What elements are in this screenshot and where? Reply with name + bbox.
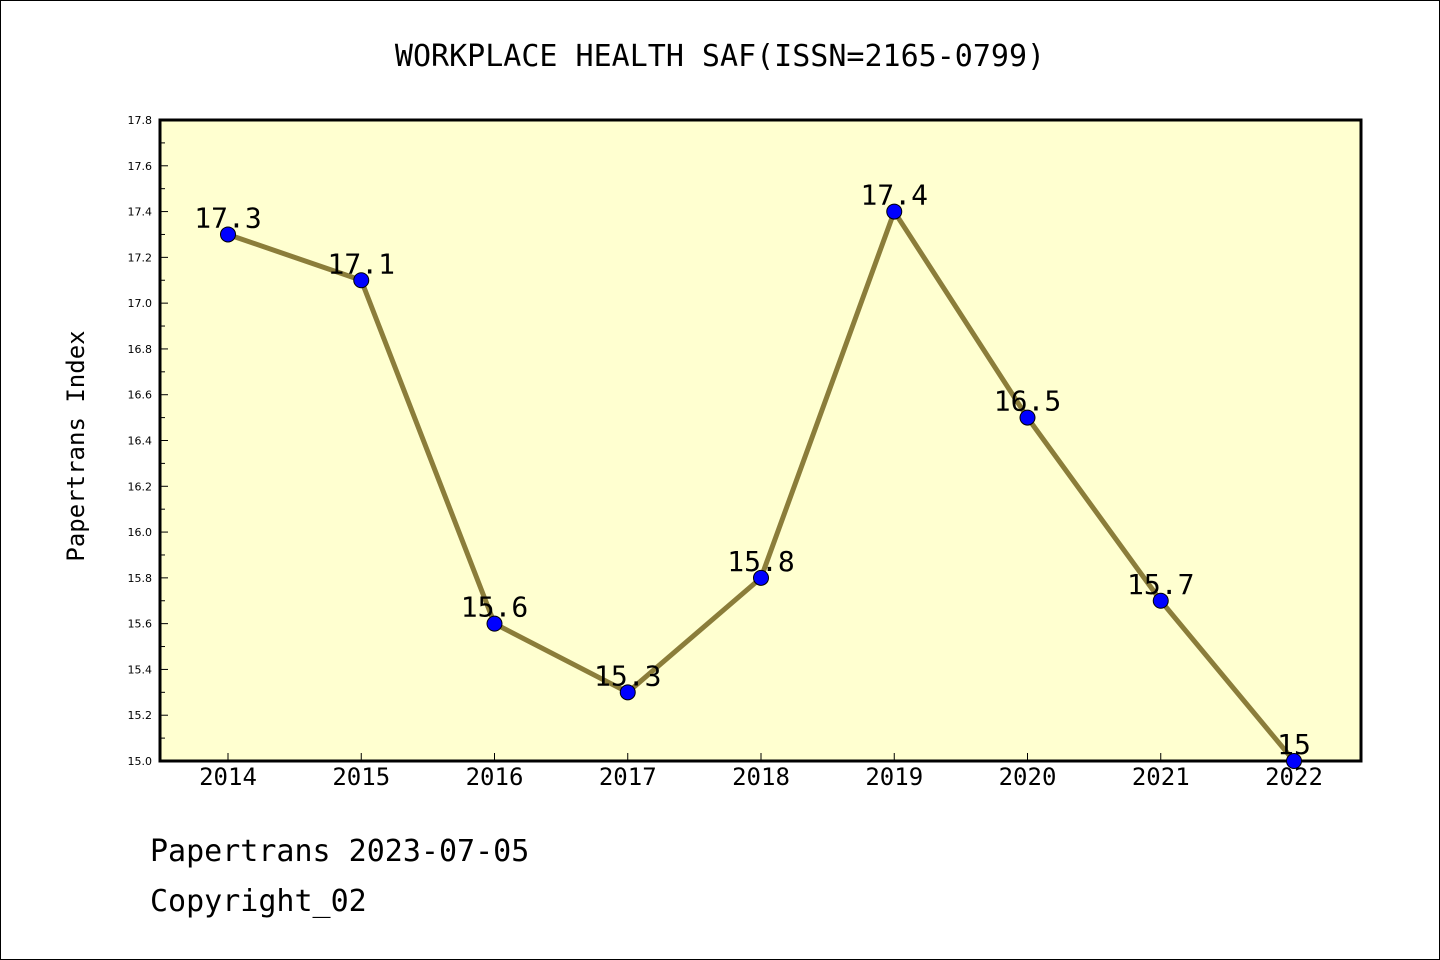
x-tick-label: 2021 (1132, 763, 1190, 791)
chart-title: WORKPLACE HEALTH SAF(ISSN=2165-0799) (395, 39, 1045, 74)
y-tick-label: 15.6 (128, 618, 153, 631)
x-tick-label: 2015 (332, 763, 390, 791)
x-axis: 2014 2015 2016 2017 2018 2019 2020 2021 2022 (199, 753, 1323, 791)
data-label: 15.7 (1127, 568, 1194, 601)
x-tick-label: 2019 (865, 763, 923, 791)
y-tick-label: 15.8 (128, 572, 153, 585)
x-tick-label: 2014 (199, 763, 257, 791)
y-tick-label: 16.6 (128, 389, 153, 402)
plot-area (158, 118, 1363, 763)
x-tick-label: 2018 (732, 763, 790, 791)
data-label: 15.8 (727, 545, 794, 578)
data-point (1286, 753, 1302, 769)
data-label: 17.4 (861, 179, 928, 212)
series-line-group: 17.3 17.1 15.6 15.3 15.8 17.4 16.5 15.7 15 (194, 179, 1311, 769)
data-label: 15.6 (461, 591, 528, 624)
footer-copyright: Copyright_02 (150, 884, 367, 919)
data-point (619, 684, 636, 701)
y-axis: 15.0 15.2 15.4 15.6 15.8 16.0 16.2 16.4 16.6 16.8… (128, 114, 168, 768)
data-label: 16.5 (994, 385, 1061, 418)
y-tick-label: 17.4 (128, 206, 153, 219)
y-tick-label: 15.0 (128, 755, 153, 768)
data-point (886, 203, 903, 220)
x-tick-label: 2020 (999, 763, 1057, 791)
data-point (220, 226, 236, 243)
data-label: 17.3 (194, 201, 261, 234)
data-point (1152, 592, 1169, 609)
data-point (486, 615, 503, 632)
y-tick-label: 17.2 (128, 251, 153, 264)
x-tick-label: 2016 (466, 763, 524, 791)
data-point (1019, 409, 1036, 426)
data-point (353, 272, 370, 289)
y-tick-label: 16.4 (128, 435, 153, 448)
y-tick-label: 17.8 (128, 114, 153, 127)
y-tick-label: 16.2 (128, 480, 153, 493)
y-tick-label: 17.6 (128, 160, 153, 173)
y-tick-label: 15.4 (128, 663, 153, 676)
data-label: 17.1 (328, 247, 395, 280)
y-tick-label: 15.2 (128, 709, 153, 722)
footer-date: Papertrans 2023-07-05 (150, 834, 530, 869)
data-point (753, 569, 769, 586)
y-axis-label: Papertrans Index (62, 330, 90, 561)
y-tick-label: 16.0 (128, 526, 153, 539)
data-label: 15 (1277, 728, 1311, 761)
x-tick-label: 2017 (599, 763, 657, 791)
data-label: 15.3 (594, 659, 661, 692)
y-tick-label: 17.0 (128, 297, 153, 310)
y-tick-label: 16.8 (128, 343, 153, 356)
